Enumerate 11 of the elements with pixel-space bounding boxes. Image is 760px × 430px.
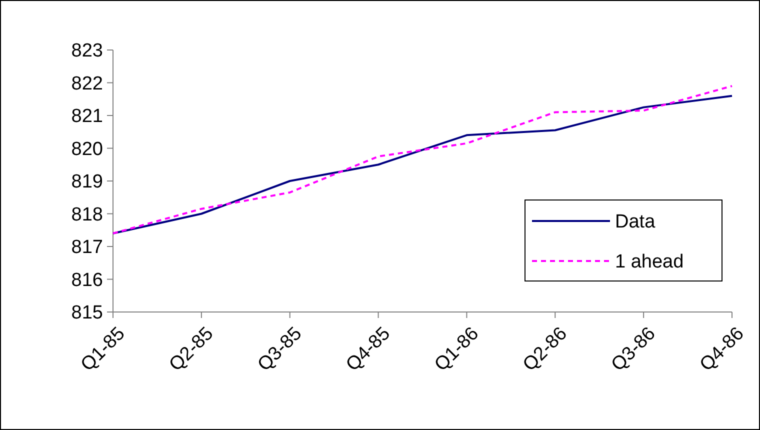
y-tick-label: 823 (71, 40, 103, 62)
y-tick-label: 816 (71, 270, 103, 291)
y-tick-label: 821 (71, 106, 103, 128)
legend-label: 1 ahead (615, 252, 684, 273)
y-tick-label: 815 (71, 302, 103, 324)
legend-label: Data (615, 212, 656, 233)
y-tick-label: 822 (71, 73, 103, 94)
y-tick-label: 818 (71, 204, 103, 226)
y-tick-label: 817 (71, 237, 103, 258)
y-tick-label: 820 (71, 138, 103, 160)
y-tick-label: 819 (71, 172, 103, 193)
